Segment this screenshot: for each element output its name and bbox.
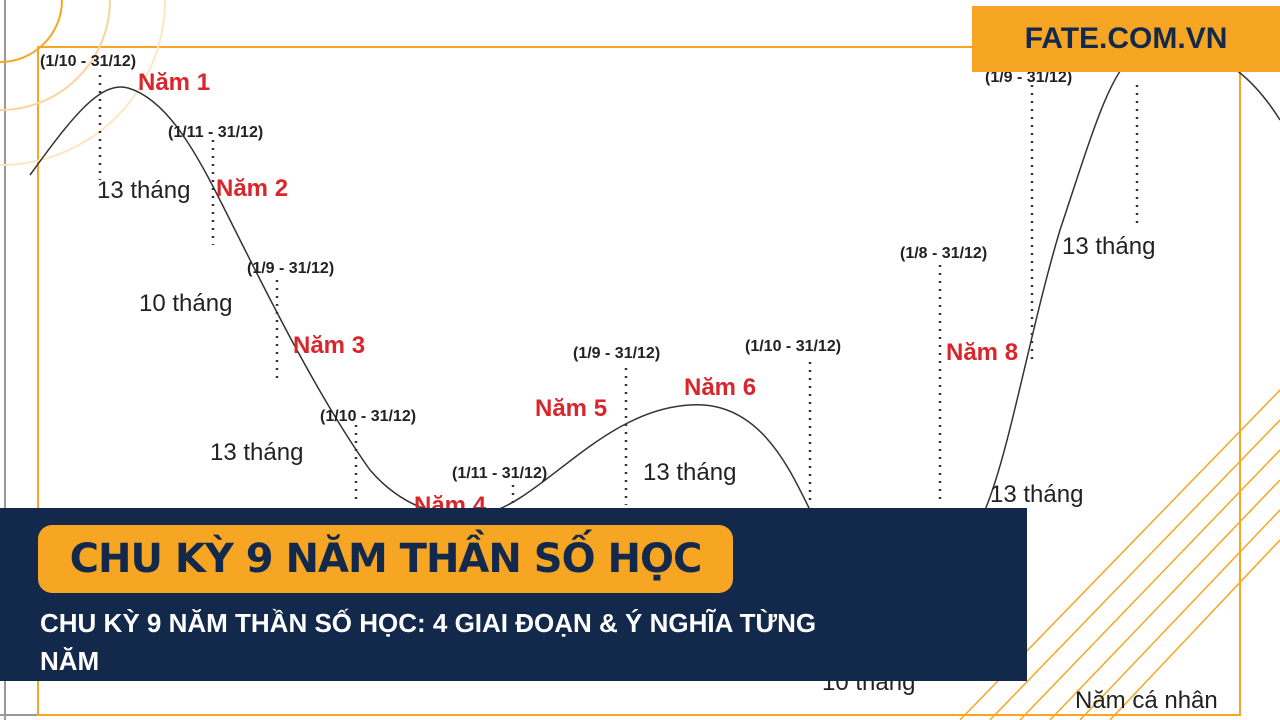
date-label: (1/10 - 31/12) (320, 408, 416, 425)
date-label: (1/10 - 31/12) (40, 53, 136, 70)
date-label: (1/11 - 31/12) (168, 124, 263, 141)
month-label: 10 tháng (139, 290, 232, 317)
year-label: Năm 1 (138, 69, 210, 96)
date-label: (1/9 - 31/12) (247, 260, 334, 277)
title: CHU KỲ 9 NĂM THẦN SỐ HỌC (38, 525, 733, 593)
date-label: (1/9 - 31/12) (985, 69, 1072, 86)
year-label: Năm 3 (293, 332, 365, 359)
date-label: (1/8 - 31/12) (900, 245, 987, 262)
axis-label: Năm cá nhân (1075, 687, 1218, 714)
year-label: Năm 5 (535, 395, 607, 422)
year-label: Năm 6 (684, 374, 756, 401)
subtitle: CHU KỲ 9 NĂM THẦN SỐ HỌC: 4 GIAI ĐOẠN & … (40, 608, 817, 676)
month-label: 13 tháng (1062, 233, 1155, 260)
dotted-lines (98, 75, 1139, 510)
decor-lines (959, 389, 1280, 720)
year-label: Năm 8 (946, 339, 1018, 366)
date-label: (1/11 - 31/12) (452, 465, 547, 482)
date-label: (1/9 - 31/12) (573, 345, 660, 362)
month-label: 13 tháng (210, 439, 303, 466)
year-label: Năm 2 (216, 175, 288, 202)
brand: FATE.COM.VN (972, 6, 1280, 72)
date-label: (1/10 - 31/12) (745, 338, 841, 355)
month-label: 13 tháng (643, 459, 736, 486)
frame (37, 46, 1241, 716)
month-label: 13 tháng (990, 481, 1083, 508)
month-label: 13 tháng (97, 177, 190, 204)
